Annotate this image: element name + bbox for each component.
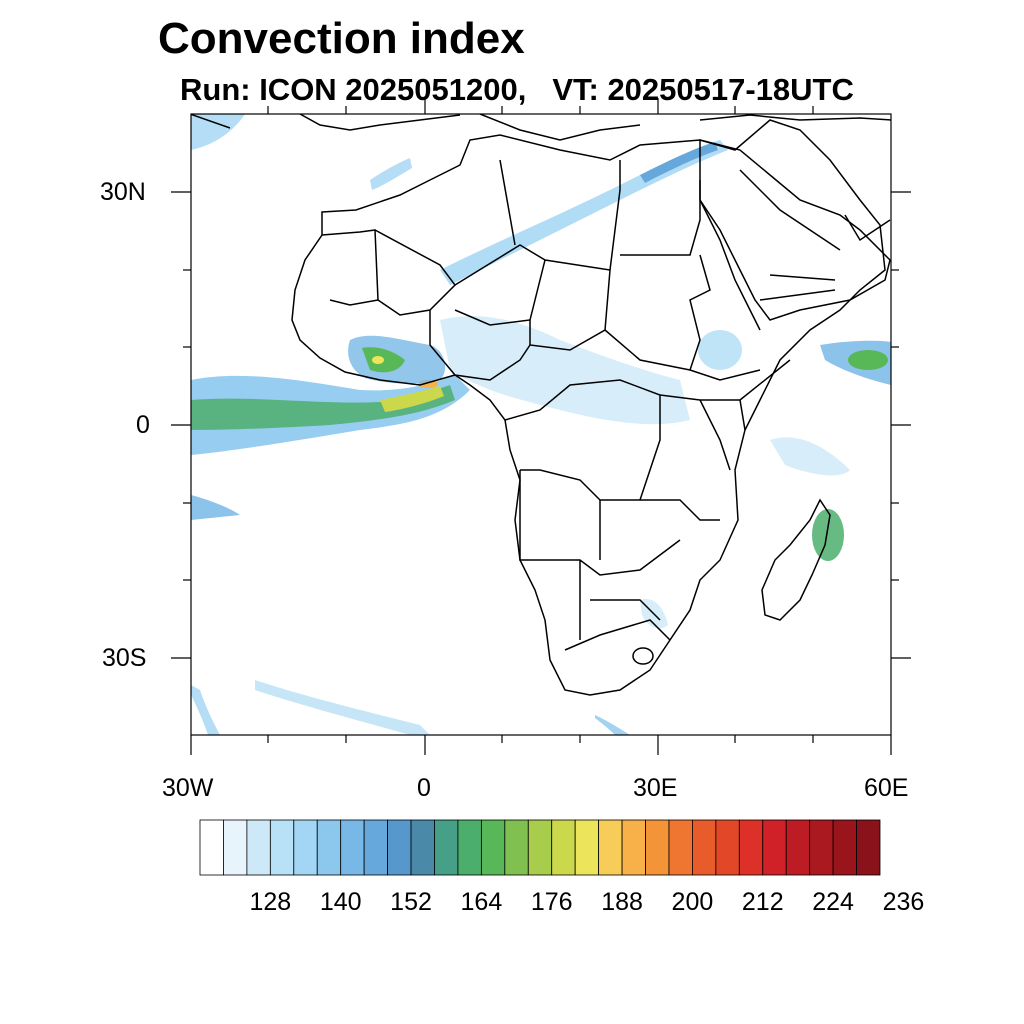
colorbar-box-1 (223, 819, 248, 876)
field-streak-nw (191, 114, 245, 150)
border-niger (454, 244, 546, 326)
colorbar-box-13 (504, 819, 529, 876)
colorbar-box-27 (832, 819, 857, 876)
colorbar-label-212: 212 (741, 888, 784, 916)
field-madagascar (812, 509, 844, 561)
colorbar-box-26 (809, 819, 834, 876)
border-nigeria (429, 310, 531, 381)
colorbar-box-5 (316, 819, 342, 876)
border-southern-africa (519, 470, 720, 640)
persian-gulf (844, 214, 891, 242)
colorbar-label-200: 200 (671, 888, 714, 916)
colorbar-box-7 (363, 819, 388, 876)
europe-coast (191, 114, 891, 141)
colorbar-label-164: 164 (460, 888, 503, 916)
axis-ticks (171, 98, 911, 755)
colorbar-box-16 (574, 819, 600, 876)
colorbar-box-28 (856, 819, 881, 876)
madagascar-outline (761, 498, 831, 621)
border-drc (504, 379, 661, 501)
valid-time-label: VT: 20250517-18UTC (552, 72, 854, 107)
lon-label-60e: 60E (864, 774, 909, 802)
colorbar-label-188: 188 (601, 888, 643, 916)
colorbar-box-25 (785, 819, 811, 876)
lesotho (632, 647, 654, 665)
chart-subtitle: Run: ICON 2025051200, VT: 20250517-18UTC (180, 72, 854, 108)
lat-label-30n: 30N (100, 178, 146, 206)
colorbar-box-6 (340, 819, 365, 876)
red-sea-coast (699, 199, 761, 331)
field-arabian-sea-core (848, 350, 888, 370)
colorbar-label-140: 140 (319, 888, 362, 916)
colorbar-box-21 (692, 819, 717, 876)
colorbar-label-176: 176 (530, 888, 573, 916)
lat-label-0: 0 (136, 411, 150, 439)
lon-label-30w: 30W (162, 774, 214, 802)
field-south-streak (595, 715, 630, 735)
colorbar-box-17 (598, 819, 623, 876)
colorbar-box-23 (738, 819, 764, 876)
africa-outline (291, 119, 886, 696)
field-west-small (191, 495, 240, 520)
colorbar-label-224: 224 (812, 888, 854, 916)
arabia-borders (739, 169, 841, 301)
border-sudan (604, 254, 711, 371)
colorbar-box-12 (480, 819, 506, 876)
colorbar-label-128: 128 (249, 888, 292, 916)
colorbar-box-24 (762, 819, 787, 876)
field-band-atlantic-hot (380, 386, 444, 412)
run-label: Run: ICON 2025051200, (180, 72, 527, 107)
lon-label-30e: 30E (633, 774, 678, 802)
colorbar-box-8 (387, 819, 412, 876)
colorbar-box-20 (668, 819, 693, 876)
colorbar (199, 819, 881, 876)
colorbar-box-22 (715, 819, 740, 876)
colorbar-label-152: 152 (390, 888, 432, 916)
border-libya-egypt (499, 159, 701, 271)
convection-field (191, 114, 891, 735)
chart-title: Convection index (158, 14, 525, 63)
colorbar-box-2 (246, 819, 271, 876)
colorbar-box-0 (199, 819, 224, 876)
lat-label-30s: 30S (102, 644, 147, 672)
colorbar-box-18 (621, 819, 646, 876)
field-west-africa-hot (372, 356, 384, 364)
field-streak-sw (191, 685, 220, 735)
border-mali (374, 229, 456, 316)
colorbar-box-14 (527, 819, 553, 876)
border-east-africa (659, 359, 791, 471)
field-streak-south-atlantic (255, 680, 430, 735)
lon-label-0: 0 (417, 774, 431, 802)
colorbar-box-9 (410, 819, 435, 876)
colorbar-box-15 (551, 819, 576, 876)
field-band-atlantic-core (191, 385, 455, 430)
border-chad (529, 259, 611, 351)
arabia-outline (699, 139, 891, 321)
colorbar-box-4 (293, 819, 318, 876)
colorbar-box-10 (434, 819, 459, 876)
field-east-indian (770, 437, 850, 476)
field-ethiopia (698, 330, 742, 370)
field-central-africa (440, 316, 690, 425)
colorbar-box-19 (645, 819, 670, 876)
border-south-africa (564, 619, 671, 651)
colorbar-box-3 (269, 819, 295, 876)
coastlines (191, 114, 891, 696)
colorbar-label-236: 236 (882, 888, 925, 916)
field-sahara-band-core (640, 142, 718, 183)
field-north-africa-streak (370, 158, 412, 190)
border-mauritania (321, 229, 379, 306)
colorbar-box-11 (457, 819, 482, 876)
